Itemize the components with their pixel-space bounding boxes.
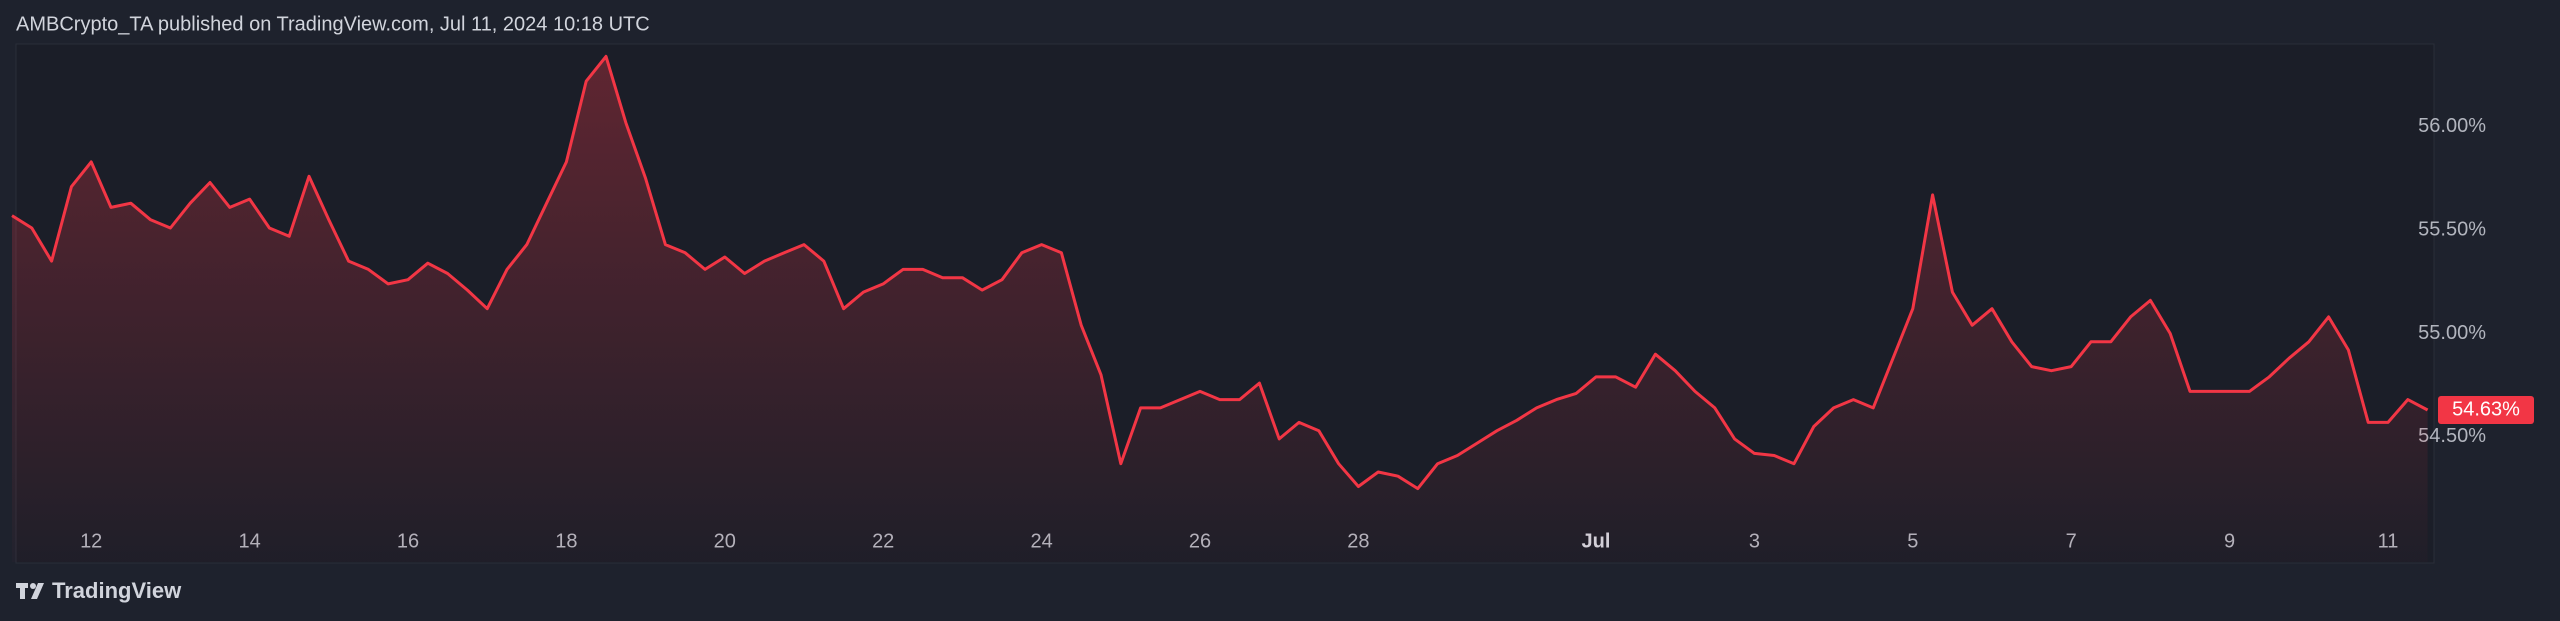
last-value-box — [2438, 395, 2534, 424]
area-fill — [12, 56, 2428, 563]
y-tick-label: 56.00% — [2418, 115, 2486, 137]
chart-title: AMBCrypto_TA published on TradingView.co… — [16, 13, 650, 35]
last-value-label: 54.63% — [2452, 398, 2520, 420]
y-tick-label: 55.00% — [2418, 322, 2486, 344]
line — [11, 54, 2429, 491]
logo-icon — [16, 583, 44, 599]
y-tick-label: 55.50% — [2418, 218, 2486, 240]
watermark: TradingView — [52, 578, 182, 603]
y-tick-label: 54.50% — [2418, 425, 2486, 447]
